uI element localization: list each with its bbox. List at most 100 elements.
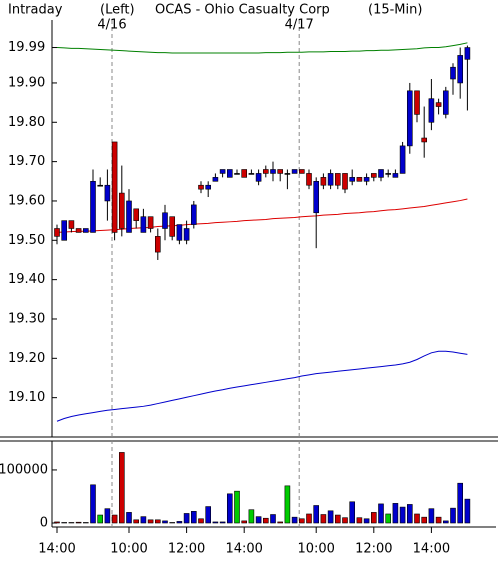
- volume-bar: [205, 506, 211, 524]
- volume-bar: [61, 522, 68, 524]
- header-label: (Left): [100, 3, 135, 18]
- volume-bar: [126, 512, 132, 524]
- volume-bar: [414, 513, 420, 524]
- candle-body: [90, 180, 96, 233]
- header-label: Intraday: [8, 3, 63, 18]
- y-tick-label: 19.30: [8, 311, 45, 326]
- chart-title: OCAS - Ohio Casualty Corp: [155, 3, 330, 18]
- x-tick-label: 12:00: [355, 542, 392, 557]
- volume-bar: [399, 506, 406, 524]
- volume-bar: [284, 485, 291, 524]
- candle-body: [320, 177, 327, 186]
- candle-body: [442, 90, 449, 115]
- candle-body: [464, 47, 471, 60]
- y-tick-label: 19.90: [8, 75, 45, 90]
- candle-body: [147, 216, 154, 229]
- y-tick-label: 19.80: [8, 115, 45, 130]
- candle-body: [334, 173, 341, 186]
- volume-bar: [140, 516, 147, 524]
- volume-bar: [191, 511, 197, 524]
- candle-body: [133, 208, 139, 221]
- candle-body: [155, 236, 161, 253]
- candle-body: [234, 173, 240, 175]
- candle-body: [162, 212, 168, 229]
- y-tick-label: 19.60: [8, 193, 45, 208]
- candle-body: [270, 169, 276, 174]
- candle-body: [97, 184, 103, 187]
- volume-bar: [248, 509, 255, 524]
- volume-bar: [255, 516, 262, 524]
- candle-body: [248, 173, 255, 175]
- candle-body: [119, 192, 125, 229]
- candle-body: [428, 98, 435, 123]
- candle-body: [435, 102, 442, 107]
- y-tick-label: 19.40: [8, 272, 45, 287]
- candle-body: [392, 173, 399, 178]
- candle-body: [327, 173, 334, 186]
- volume-bar: [162, 520, 168, 524]
- volume-bar: [363, 518, 370, 524]
- volume-bar: [349, 501, 356, 524]
- volume-bar: [298, 518, 305, 524]
- volume-bar: [327, 510, 334, 524]
- volume-bar: [442, 520, 449, 524]
- volume-bar: [241, 520, 247, 524]
- volume-bar: [464, 498, 471, 524]
- y-tick-label: 19.10: [8, 390, 45, 405]
- candle-body: [349, 177, 356, 182]
- candle-body: [406, 90, 413, 147]
- volume-bar: [104, 508, 111, 524]
- candle-body: [450, 66, 456, 80]
- volume-bar: [90, 484, 96, 524]
- band-line: [56, 198, 468, 233]
- volume-bar: [198, 518, 204, 524]
- volume-bar: [219, 521, 226, 524]
- volume-bar: [270, 514, 276, 524]
- candle-body: [212, 177, 219, 182]
- volume-bar: [392, 503, 399, 524]
- volume-bar: [435, 516, 442, 524]
- volume-tick-label: 100000: [0, 462, 48, 477]
- volume-bar: [378, 503, 384, 524]
- volume-bar: [183, 513, 190, 524]
- y-tick-label: 19.70: [8, 154, 45, 169]
- candle-body: [313, 180, 320, 214]
- candle-body: [198, 184, 204, 190]
- candle-body: [176, 224, 183, 241]
- volume-bar: [147, 519, 154, 524]
- volume-bar: [111, 514, 118, 524]
- candle-body: [370, 173, 377, 178]
- volume-bar: [277, 521, 284, 524]
- volume-bar: [68, 522, 75, 524]
- candle-body: [183, 228, 190, 241]
- x-tick-label: 14:00: [225, 542, 262, 557]
- volume-bar: [227, 493, 233, 524]
- candle-body: [68, 220, 75, 229]
- volume-bar: [262, 517, 269, 524]
- y-tick-label: 19.99: [8, 40, 45, 55]
- candle-body: [126, 200, 132, 233]
- candle-body: [227, 169, 233, 178]
- volume-bar: [334, 514, 341, 524]
- candle-body: [104, 184, 111, 202]
- candle-body: [205, 184, 211, 190]
- candle-body: [219, 169, 226, 174]
- volume-bar: [342, 517, 348, 524]
- volume-bar: [133, 519, 139, 524]
- volume-bar: [155, 519, 161, 524]
- volume-bar: [97, 514, 103, 524]
- x-tick-label: 10:00: [110, 542, 147, 557]
- candle-body: [191, 204, 197, 225]
- candle-body: [421, 137, 428, 143]
- candle-body: [111, 141, 118, 233]
- candle-body: [342, 173, 348, 190]
- band-line: [56, 42, 468, 54]
- volume-bar: [313, 505, 320, 524]
- candle-body: [241, 169, 247, 178]
- header-label: (15-Min): [368, 3, 422, 18]
- volume-bar: [234, 490, 240, 524]
- y-tick-label: 19.20: [8, 351, 45, 366]
- candle-body: [291, 169, 298, 174]
- candle-body: [457, 55, 464, 84]
- candle-body: [378, 169, 384, 178]
